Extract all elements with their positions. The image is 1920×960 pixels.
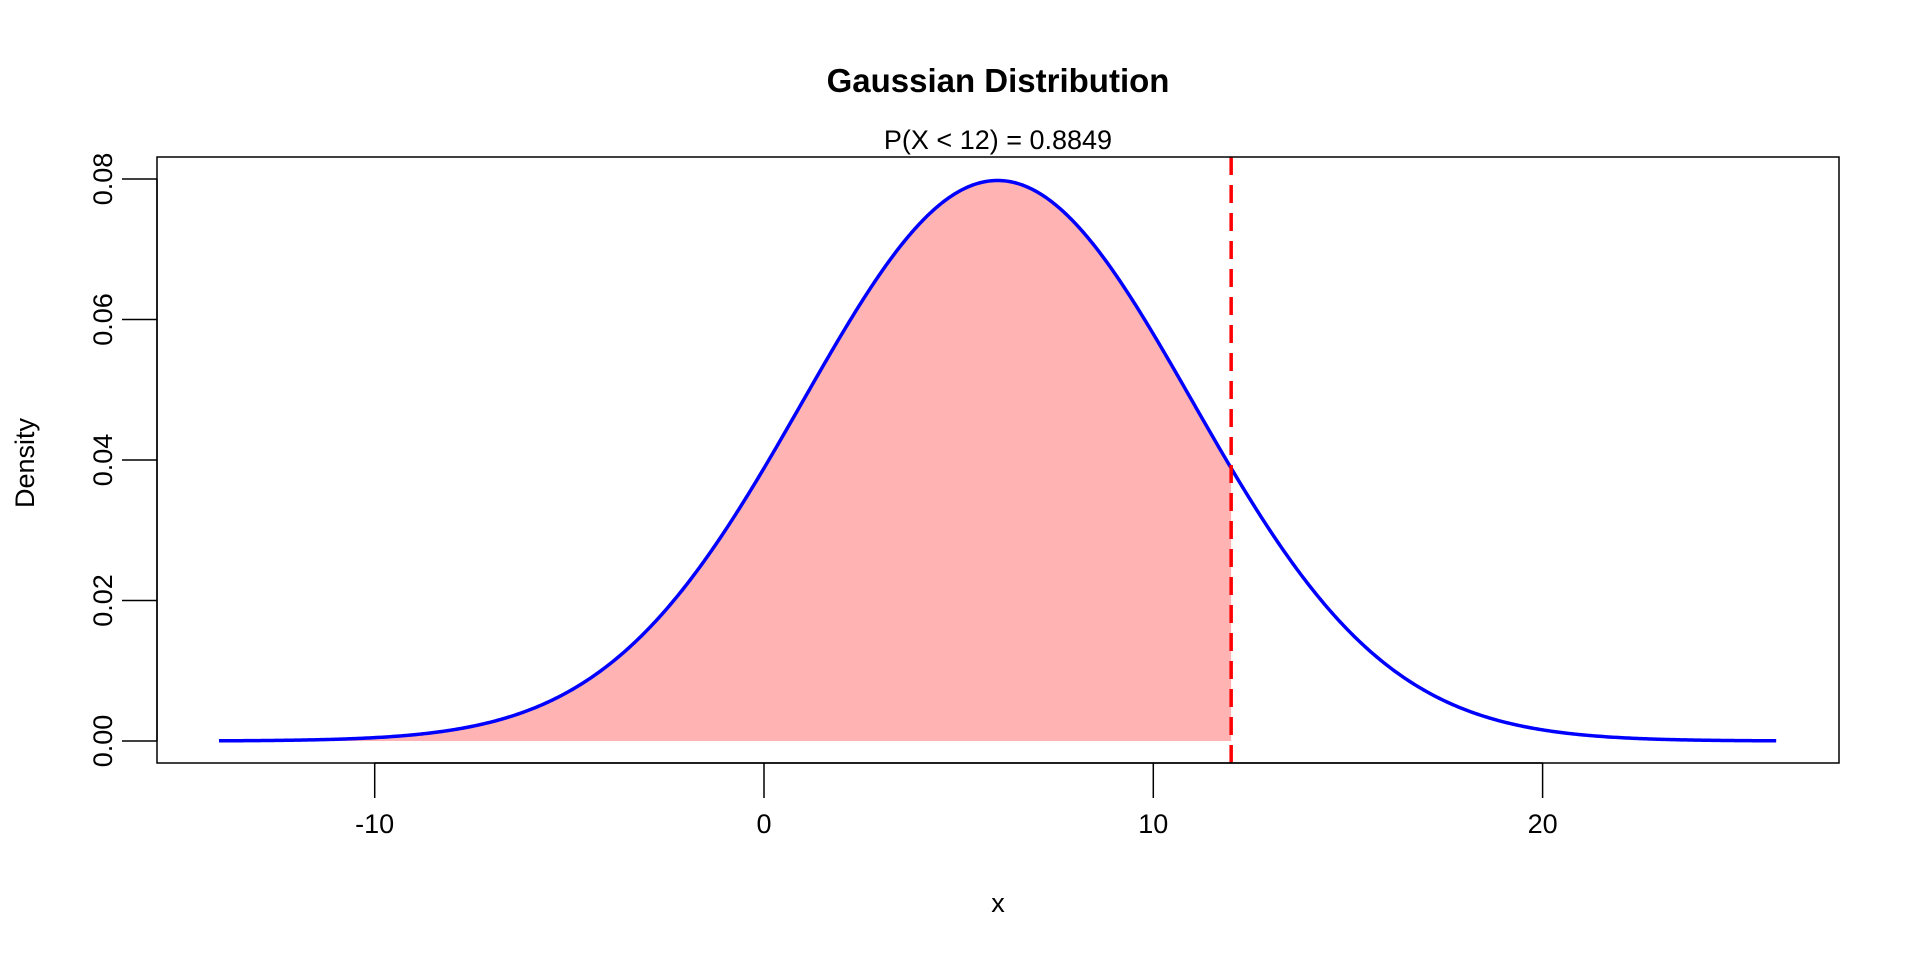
y-tick-label: 0.00 (88, 715, 118, 768)
x-tick-label: 20 (1528, 809, 1558, 839)
y-tick-label: 0.04 (88, 434, 118, 487)
y-tick-label: 0.02 (88, 574, 118, 627)
shaded-probability-area (218, 180, 1232, 742)
density-curve (218, 178, 1777, 743)
x-tick-label: 10 (1138, 809, 1168, 839)
y-axis-label: Density (10, 417, 40, 508)
x-tick-label: -10 (355, 809, 394, 839)
chart-subtitle: P(X < 12) = 0.8849 (884, 125, 1112, 155)
x-axis-label: x (991, 888, 1005, 918)
y-tick-label: 0.06 (88, 293, 118, 346)
x-tick-label: 0 (756, 809, 771, 839)
plot-frame (156, 156, 1840, 764)
y-tick-label: 0.08 (88, 153, 118, 206)
chart-title: Gaussian Distribution (827, 62, 1170, 99)
